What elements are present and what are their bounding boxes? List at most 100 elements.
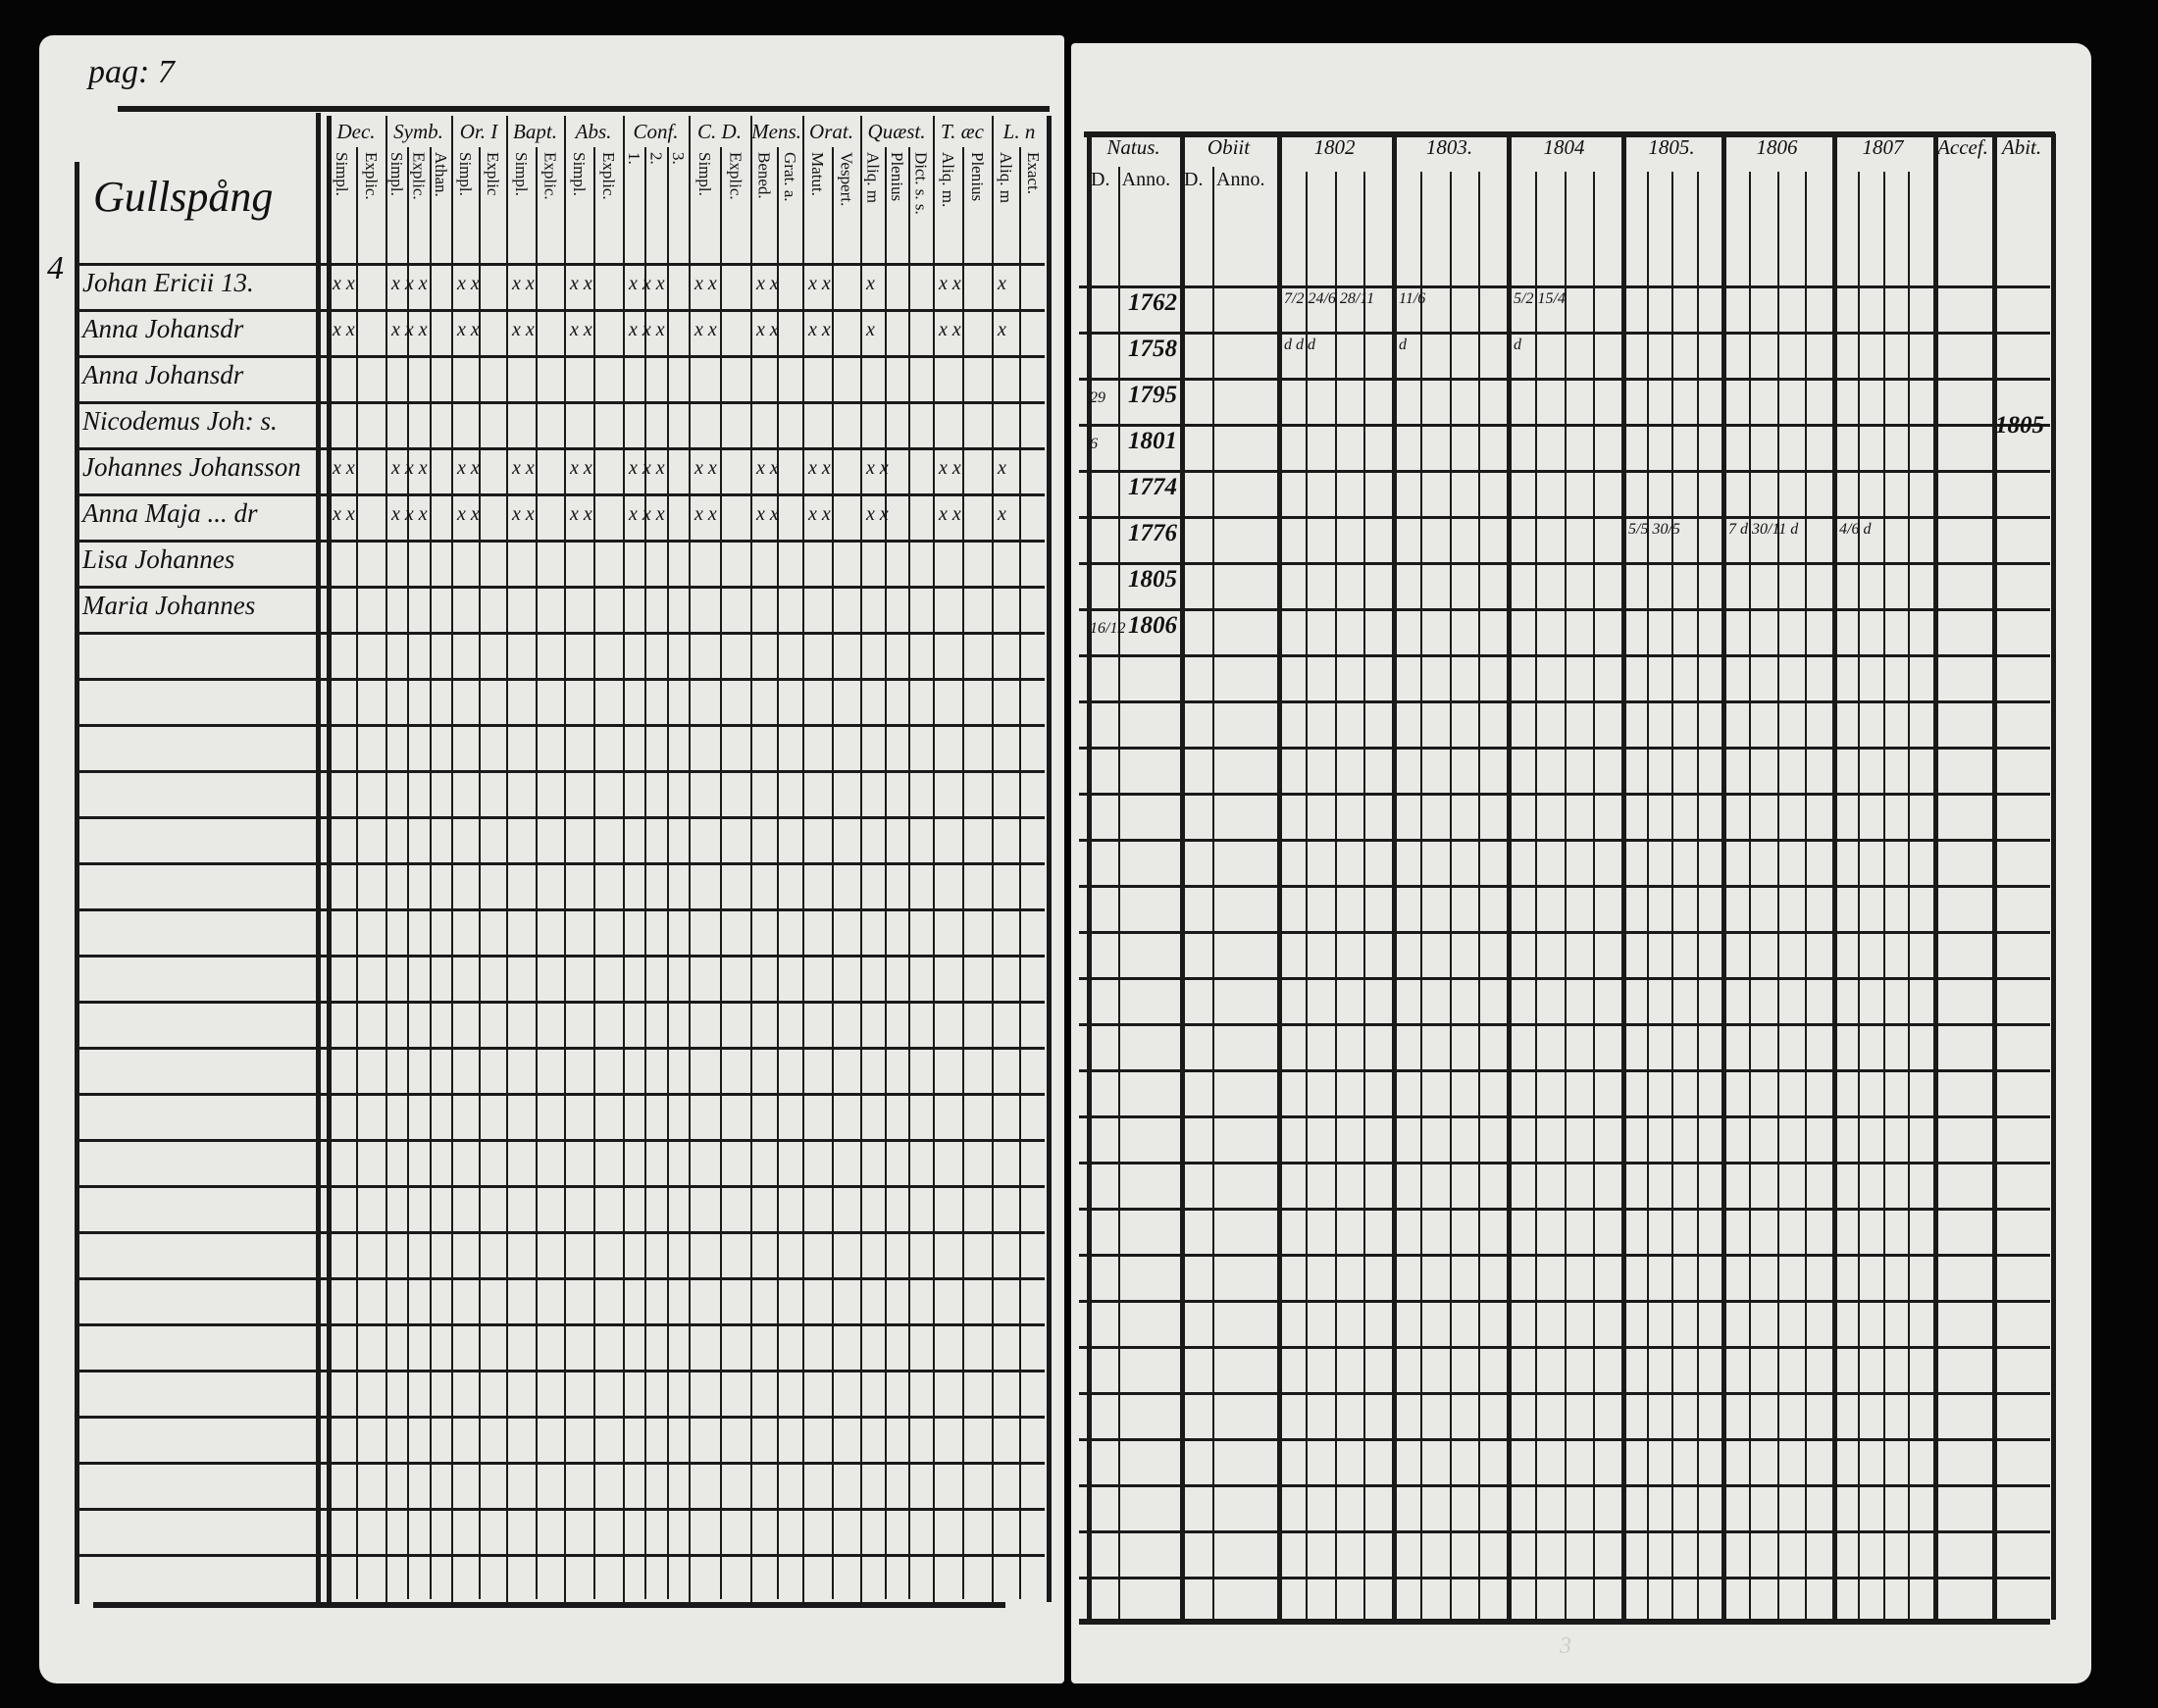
right-row-rule	[1079, 1346, 2050, 1349]
column-subheader: Vespert.	[837, 152, 856, 207]
right-group-divider	[1277, 133, 1282, 1620]
exam-mark: x x x	[391, 457, 428, 479]
column-group-header: Or. I	[459, 120, 498, 143]
row-rule	[78, 586, 1045, 589]
right-column-header: 1803.	[1425, 135, 1473, 159]
sub-divider	[962, 147, 964, 1599]
group-divider	[564, 116, 566, 1602]
column-subheader: Matut.	[807, 152, 827, 196]
sub-divider	[1671, 172, 1673, 1619]
exam-date-entry: 4/6 d	[1839, 521, 1872, 538]
column-subheader: Aliq. m	[863, 152, 883, 203]
column-group-header: Mens.	[751, 120, 801, 143]
column-subheader: Explic	[484, 152, 502, 196]
row-rule	[78, 1047, 1045, 1050]
page-number: pag: 7	[88, 54, 175, 90]
sub-divider	[1804, 172, 1807, 1619]
exam-date-entry: 5/2 15/4	[1514, 290, 1566, 307]
column-group-header: C. D.	[697, 120, 742, 143]
column-subheader: Athan.	[431, 152, 450, 197]
group-divider	[860, 116, 862, 1602]
column-group-header: Symb.	[393, 120, 443, 143]
right-page	[1071, 43, 2091, 1683]
right-group-divider	[1621, 133, 1626, 1620]
column-group-header: Dec.	[336, 120, 376, 143]
row-rule	[78, 540, 1045, 543]
name-column-rule	[316, 113, 321, 1604]
right-row-rule	[1079, 516, 2050, 519]
exam-mark: x x	[333, 503, 355, 525]
right-row-rule	[1079, 1162, 2050, 1165]
row-rule	[78, 678, 1045, 681]
sub-divider	[666, 147, 669, 1599]
sub-divider	[1306, 172, 1309, 1619]
row-rule	[78, 401, 1045, 404]
right-column-header: Obiit	[1207, 135, 1251, 159]
column-subheader: 2.	[646, 152, 666, 165]
exam-mark: x x	[457, 319, 480, 340]
exam-mark: x	[998, 457, 1006, 479]
row-rule	[78, 1001, 1045, 1004]
right-row-rule	[1079, 1115, 2050, 1118]
sub-divider	[1646, 172, 1649, 1619]
exam-mark: x x	[457, 503, 480, 525]
column-subheader: Explic.	[599, 152, 618, 200]
row-rule	[78, 908, 1045, 911]
right-group-divider	[1933, 133, 1938, 1620]
abiit-year: 1805	[1995, 412, 2044, 439]
column-subheader: Plenius	[888, 152, 906, 202]
exam-mark: x	[866, 319, 875, 340]
exam-date-entry: d d d	[1284, 336, 1315, 353]
birth-year: 1805	[1128, 566, 1177, 593]
row-rule	[78, 816, 1045, 819]
sub-divider	[1749, 172, 1752, 1619]
person-name: Maria Johannes	[82, 591, 256, 620]
column-subheader: Dict. s. s.	[911, 152, 931, 215]
row-rule	[78, 1462, 1045, 1465]
person-name: Nicodemus Joh: s.	[82, 406, 278, 436]
exam-date-entry: 11/6	[1399, 290, 1426, 307]
right-column-header: Natus.	[1106, 135, 1160, 159]
column-group-header: L. n	[1002, 120, 1036, 143]
sub-divider	[1882, 172, 1885, 1619]
exam-mark: x x	[866, 457, 889, 479]
right-subheader: Anno.	[1121, 169, 1171, 190]
group-divider	[933, 116, 935, 1602]
sub-divider	[1117, 167, 1120, 1619]
right-row-rule	[1079, 424, 2050, 427]
column-subheader: Explic.	[726, 152, 745, 200]
right-group-divider	[1392, 133, 1397, 1620]
column-subheader: Explic.	[362, 152, 381, 200]
exam-mark: x x	[694, 503, 717, 525]
exam-mark: x x	[866, 503, 889, 525]
birth-year: 1758	[1128, 336, 1177, 362]
sub-divider	[1776, 172, 1779, 1619]
right-row-rule	[1079, 332, 2050, 335]
sub-divider	[776, 147, 779, 1599]
row-rule	[78, 355, 1045, 358]
person-name: Anna Johansdr	[82, 314, 244, 343]
exam-mark: x x	[756, 503, 779, 525]
column-subheader: Simpl.	[511, 152, 531, 196]
sub-divider	[908, 147, 911, 1599]
group-divider	[992, 116, 994, 1602]
row-rule	[78, 1416, 1045, 1419]
exam-mark: x x	[939, 457, 961, 479]
column-subheader: Simpl.	[694, 152, 714, 196]
left-margin-rule	[75, 162, 79, 1604]
right-column-header: 1805.	[1648, 135, 1695, 159]
exam-date-entry: d	[1514, 336, 1521, 353]
column-group-header: Abs.	[575, 120, 612, 143]
sub-divider	[1908, 172, 1911, 1619]
person-name: Anna Johansdr	[82, 360, 244, 389]
exam-date-entry: d	[1399, 336, 1407, 353]
sub-divider	[644, 147, 647, 1599]
exam-mark: x x	[457, 273, 480, 294]
exam-date-entry: 7 d 30/11 d	[1728, 521, 1799, 538]
sub-divider	[1420, 172, 1423, 1619]
person-name: Johan Ericii 13.	[82, 268, 254, 297]
column-group-header: Quæst.	[867, 120, 926, 143]
right-group-divider	[1087, 133, 1092, 1620]
footer-mark: 3	[1560, 1633, 1571, 1659]
right-group-divider	[1721, 133, 1726, 1620]
